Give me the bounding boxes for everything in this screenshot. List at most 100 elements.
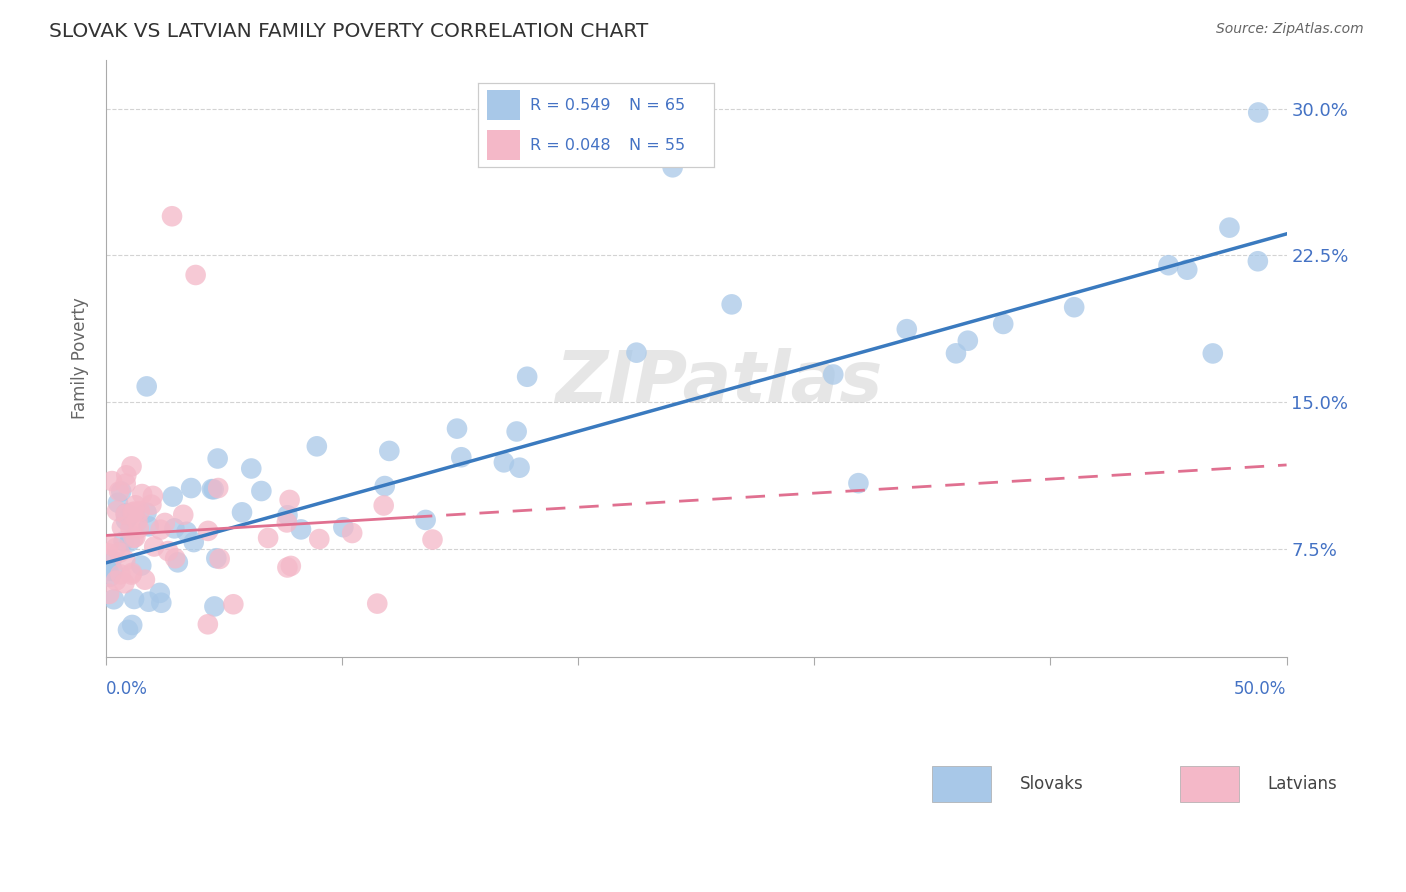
- Point: [135, 379, 157, 393]
- Point: [104, 541, 127, 555]
- Point: [121, 566, 143, 580]
- Point: [207, 481, 229, 495]
- Point: [993, 317, 1015, 331]
- Text: SLOVAK VS LATVIAN FAMILY POVERTY CORRELATION CHART: SLOVAK VS LATVIAN FAMILY POVERTY CORRELA…: [49, 22, 648, 41]
- Point: [276, 516, 298, 530]
- Point: [128, 504, 150, 518]
- Point: [108, 545, 131, 559]
- Point: [222, 597, 245, 611]
- Point: [1202, 346, 1225, 360]
- Point: [956, 334, 979, 348]
- Point: [505, 425, 527, 439]
- Text: Latvians: Latvians: [1268, 775, 1337, 793]
- Point: [250, 483, 273, 498]
- Point: [112, 576, 135, 591]
- Point: [823, 368, 845, 382]
- Point: [163, 521, 186, 535]
- Point: [1063, 300, 1085, 314]
- Point: [115, 513, 138, 527]
- Point: [124, 504, 146, 518]
- Point: [516, 369, 538, 384]
- Point: [422, 533, 444, 547]
- Point: [120, 521, 142, 535]
- Point: [143, 540, 166, 554]
- Point: [114, 476, 136, 491]
- Point: [509, 460, 531, 475]
- Point: [101, 474, 124, 488]
- Point: [103, 592, 125, 607]
- Point: [131, 487, 153, 501]
- Point: [112, 534, 135, 549]
- Point: [107, 496, 129, 510]
- Point: [162, 490, 184, 504]
- Point: [105, 574, 128, 588]
- Point: [165, 551, 187, 566]
- Point: [1175, 262, 1198, 277]
- Point: [848, 476, 870, 491]
- Point: [180, 481, 202, 495]
- Point: [105, 504, 128, 518]
- Point: [280, 558, 302, 573]
- Point: [138, 519, 160, 533]
- Point: [197, 617, 219, 632]
- Y-axis label: Family Poverty: Family Poverty: [72, 297, 89, 419]
- Point: [366, 597, 388, 611]
- Point: [138, 595, 160, 609]
- Point: [305, 439, 328, 453]
- Point: [134, 573, 156, 587]
- Point: [492, 455, 515, 469]
- Point: [124, 498, 146, 512]
- Point: [308, 532, 330, 546]
- Point: [97, 546, 120, 560]
- Point: [129, 558, 152, 573]
- Point: [450, 450, 472, 465]
- Point: [202, 483, 225, 497]
- Point: [150, 596, 173, 610]
- Point: [114, 553, 136, 567]
- Point: [446, 422, 468, 436]
- Point: [208, 552, 231, 566]
- Point: [201, 482, 224, 496]
- Point: [373, 499, 395, 513]
- Point: [117, 623, 139, 637]
- Text: Source: ZipAtlas.com: Source: ZipAtlas.com: [1216, 22, 1364, 37]
- Point: [97, 537, 120, 551]
- Text: 0.0%: 0.0%: [105, 681, 148, 698]
- Point: [340, 526, 363, 541]
- Point: [183, 535, 205, 549]
- Point: [97, 564, 120, 578]
- Point: [124, 530, 146, 544]
- Point: [374, 479, 396, 493]
- Point: [141, 498, 163, 512]
- Point: [127, 514, 149, 528]
- Point: [100, 553, 122, 567]
- Point: [205, 551, 228, 566]
- Point: [166, 555, 188, 569]
- Point: [101, 564, 124, 578]
- Point: [257, 531, 280, 545]
- Point: [153, 516, 176, 530]
- Point: [290, 522, 312, 536]
- Point: [1247, 105, 1270, 120]
- Point: [176, 524, 198, 539]
- Point: [197, 524, 219, 538]
- Text: ZIPatlas: ZIPatlas: [557, 348, 883, 417]
- Point: [122, 591, 145, 606]
- Point: [415, 513, 437, 527]
- Point: [121, 567, 143, 582]
- Point: [278, 492, 301, 507]
- Point: [207, 451, 229, 466]
- Point: [626, 345, 648, 359]
- Point: [115, 507, 138, 521]
- Point: [184, 268, 207, 282]
- Point: [332, 520, 354, 534]
- Point: [98, 587, 121, 601]
- Point: [118, 508, 141, 523]
- Text: 50.0%: 50.0%: [1234, 681, 1286, 698]
- Point: [945, 346, 967, 360]
- Point: [114, 508, 136, 522]
- Point: [149, 586, 172, 600]
- Point: [121, 459, 143, 474]
- Point: [149, 523, 172, 537]
- Point: [661, 161, 683, 175]
